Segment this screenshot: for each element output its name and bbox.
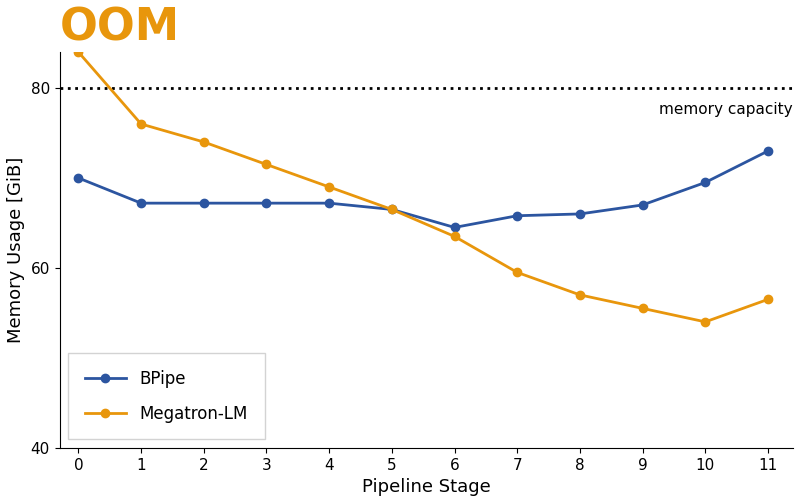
X-axis label: Pipeline Stage: Pipeline Stage bbox=[362, 478, 490, 496]
Megatron-LM bbox=[74, 49, 83, 55]
BPipe bbox=[387, 206, 397, 212]
Megatron-LM bbox=[324, 184, 334, 190]
Megatron-LM bbox=[450, 233, 459, 239]
Legend: BPipe, Megatron-LM: BPipe, Megatron-LM bbox=[68, 354, 265, 440]
Megatron-LM bbox=[199, 139, 209, 145]
BPipe bbox=[324, 200, 334, 206]
Line: BPipe: BPipe bbox=[74, 147, 772, 231]
BPipe bbox=[199, 200, 209, 206]
Line: Megatron-LM: Megatron-LM bbox=[74, 48, 772, 326]
BPipe bbox=[575, 211, 585, 217]
Megatron-LM bbox=[136, 121, 146, 127]
BPipe bbox=[74, 175, 83, 181]
Megatron-LM bbox=[262, 161, 271, 167]
Megatron-LM bbox=[638, 305, 647, 311]
Text: memory capacity: memory capacity bbox=[659, 102, 793, 117]
BPipe bbox=[262, 200, 271, 206]
BPipe bbox=[136, 200, 146, 206]
Megatron-LM bbox=[513, 270, 522, 276]
Text: OOM: OOM bbox=[59, 7, 180, 50]
Megatron-LM bbox=[701, 319, 710, 325]
BPipe bbox=[701, 180, 710, 186]
BPipe bbox=[513, 213, 522, 219]
Megatron-LM bbox=[763, 296, 773, 302]
Y-axis label: Memory Usage [GiB]: Memory Usage [GiB] bbox=[7, 157, 25, 343]
BPipe bbox=[450, 224, 459, 230]
Megatron-LM bbox=[575, 292, 585, 298]
BPipe bbox=[638, 202, 647, 208]
BPipe bbox=[763, 148, 773, 154]
Megatron-LM bbox=[387, 206, 397, 212]
